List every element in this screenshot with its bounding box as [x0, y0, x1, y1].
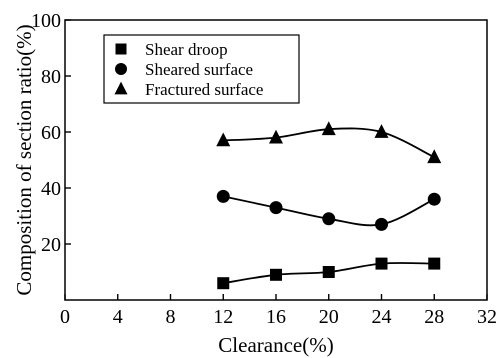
sheared-surface-point — [427, 192, 441, 206]
legend-marker-fractured-surface — [114, 81, 128, 95]
x-tick-label: 24 — [372, 306, 392, 328]
fractured-surface-point — [269, 129, 283, 144]
legend-marker-sheared-surface — [115, 63, 127, 75]
sheared-surface-point — [216, 189, 230, 203]
y-axis-title: Composition of section ratio(%) — [12, 24, 36, 295]
x-tick-label: 8 — [166, 306, 176, 328]
y-tick-label: 100 — [31, 10, 61, 32]
legend-label-shear-droop: Shear droop — [145, 40, 228, 59]
x-axis-title: Clearance(%) — [218, 333, 333, 357]
fractured-surface-point — [321, 121, 336, 136]
shear-droop-point — [428, 257, 441, 270]
legend-label-sheared-surface: Sheared surface — [145, 60, 253, 79]
series-markers — [216, 121, 442, 290]
x-tick-label: 0 — [60, 306, 70, 328]
shear-droop-point — [217, 277, 230, 290]
sheared-surface-point — [269, 201, 283, 215]
y-tick-label: 40 — [41, 178, 61, 200]
legend-box — [103, 34, 300, 104]
x-tick-label: 16 — [266, 306, 286, 328]
series-curves — [223, 127, 435, 285]
x-tick-label: 12 — [213, 306, 233, 328]
x-axis-ticks: 0 4 8 12 16 20 24 28 32 — [60, 294, 497, 328]
y-axis-ticks: 20 40 60 80 100 — [31, 10, 71, 256]
shear-droop-point — [322, 266, 335, 278]
shear-droop-point — [270, 268, 282, 281]
x-tick-label: 32 — [477, 306, 497, 328]
legend-label-fractured-surface: Fractured surface — [145, 80, 263, 99]
sheared-surface-point — [322, 212, 336, 226]
y-tick-label: 20 — [41, 234, 61, 256]
sheared-surface-point — [375, 217, 388, 231]
x-tick-label: 28 — [424, 306, 444, 328]
x-tick-label: 4 — [113, 306, 123, 328]
y-tick-label: 80 — [41, 66, 61, 88]
legend-marker-shear-droop — [115, 43, 127, 55]
shear-droop-point — [375, 257, 388, 270]
fractured-surface-point — [427, 149, 442, 164]
y-tick-label: 60 — [41, 122, 61, 144]
fractured-surface-point — [374, 124, 389, 138]
fractured-surface-point — [216, 132, 231, 147]
x-tick-label: 20 — [319, 306, 339, 328]
